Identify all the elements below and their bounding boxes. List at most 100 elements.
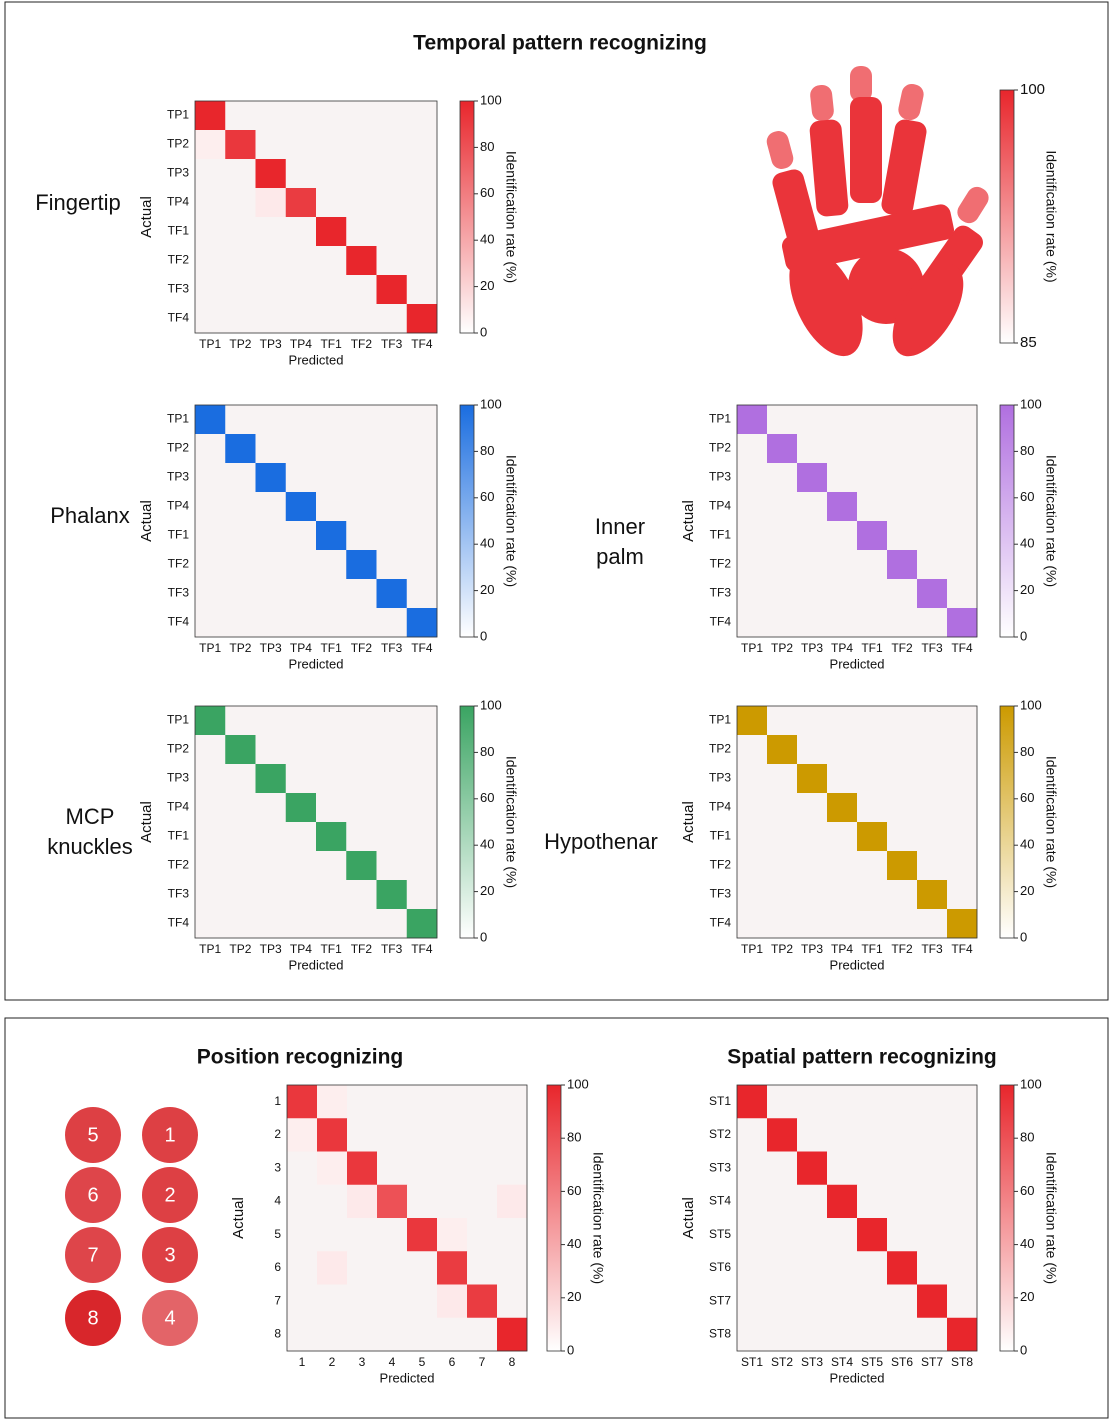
heatmap-cell [316, 550, 347, 579]
heatmap-cell [737, 851, 767, 880]
colorbar-tick-label: 20 [480, 582, 494, 597]
colorbar-tick-label: 60 [480, 790, 494, 805]
heatmap-cell [827, 1085, 857, 1119]
heatmap-cell [827, 550, 857, 579]
x-tick-label: TP3 [260, 942, 282, 956]
heatmap-cell [377, 434, 408, 463]
heatmap-cell [316, 880, 347, 909]
heatmap-cell [767, 492, 797, 521]
y-tick-label: TF3 [710, 586, 732, 600]
heatmap-cell [346, 217, 377, 246]
heatmap-cell [797, 909, 827, 938]
heatmap-cell [377, 159, 408, 188]
heatmap-cell [947, 909, 977, 938]
x-tick-label: TF2 [351, 641, 373, 655]
heatmap-cell [737, 405, 767, 434]
colorbar-label: Identification rate (%) [1043, 150, 1059, 282]
heatmap-cell [857, 521, 887, 550]
heatmap-cell [827, 463, 857, 492]
section-title: Spatial pattern recognizing [727, 1046, 997, 1069]
heatmap-cell [407, 550, 438, 579]
heatmap-cell [286, 188, 317, 217]
y-tick-label: TP2 [709, 742, 731, 756]
heatmap-cell [286, 735, 317, 764]
heatmap-cell [195, 909, 226, 938]
heatmap-cell [377, 188, 408, 217]
heatmap-cell [737, 1185, 767, 1219]
x-axis-label: Predicted [830, 656, 885, 671]
heatmap-cell [407, 101, 438, 130]
heatmap-cell [917, 1152, 947, 1186]
heatmap-cell [286, 579, 317, 608]
colorbar-tick-label: 20 [1020, 883, 1034, 898]
heatmap-cell [827, 880, 857, 909]
y-tick-label: TP4 [167, 800, 189, 814]
heatmap-cell [377, 764, 408, 793]
heatmap-cell [316, 405, 347, 434]
heatmap-cell [286, 159, 317, 188]
heatmap-cell [407, 434, 438, 463]
heatmap-cell [346, 101, 377, 130]
y-axis-label: Actual [680, 500, 697, 542]
heatmap-cell [195, 764, 226, 793]
heatmap-cell [947, 608, 977, 637]
heatmap-cell [767, 1318, 797, 1352]
position-dot-label: 1 [164, 1124, 175, 1146]
heatmap-cell [857, 909, 887, 938]
heatmap-cell [887, 1152, 917, 1186]
colorbar-tick-label: 100 [480, 92, 502, 107]
colorbar-tick-label: 60 [1020, 1183, 1034, 1198]
heatmap-cell [827, 492, 857, 521]
hand-region [850, 97, 882, 203]
heatmap-cell [377, 101, 408, 130]
heatmap-cell [377, 608, 408, 637]
heatmap-cell [377, 735, 408, 764]
y-tick-label: ST2 [709, 1127, 731, 1141]
heatmap-cell [767, 1085, 797, 1119]
heatmap-cell [407, 1085, 437, 1119]
heatmap-cell [316, 735, 347, 764]
heatmap-cell [407, 735, 438, 764]
heatmap-cell [287, 1152, 317, 1186]
colorbar-tick-label: 60 [1020, 790, 1034, 805]
heatmap-cell [887, 1318, 917, 1352]
heatmap-cell [286, 304, 317, 333]
panel-label: MCP knuckles [35, 802, 145, 862]
heatmap-cell [857, 1285, 887, 1319]
heatmap-cell [225, 880, 256, 909]
heatmap-cell [195, 275, 226, 304]
heatmap-cell [767, 909, 797, 938]
heatmap-cell [225, 793, 256, 822]
x-tick-label: TF3 [921, 942, 943, 956]
heatmap-cell [407, 579, 438, 608]
heatmap-cell [287, 1085, 317, 1119]
heatmap-cell [347, 1251, 377, 1285]
heatmap-cell [917, 1251, 947, 1285]
heatmap-cell [887, 851, 917, 880]
x-tick-label: ST8 [951, 1355, 973, 1369]
colorbar-tick-label: 0 [1020, 929, 1027, 944]
x-tick-label: 4 [389, 1355, 396, 1369]
y-tick-label: 4 [274, 1194, 281, 1208]
heatmap-cell [225, 706, 256, 735]
heatmap-cell [286, 550, 317, 579]
colorbar-tick-label: 80 [1020, 443, 1034, 458]
heatmap-cell [857, 405, 887, 434]
y-tick-label: TP4 [167, 499, 189, 513]
x-tick-label: TF3 [381, 942, 403, 956]
panel-label: Hypothenar [526, 827, 676, 857]
heatmap-cell [377, 880, 408, 909]
heatmap-cell [797, 405, 827, 434]
heatmap-cell [256, 909, 287, 938]
heatmap-cell [346, 793, 377, 822]
heatmap-cell [917, 735, 947, 764]
heatmap-cell [767, 1251, 797, 1285]
y-tick-label: ST1 [709, 1094, 731, 1108]
heatmap-cell [947, 434, 977, 463]
heatmap-cell [497, 1152, 527, 1186]
heatmap-cell [497, 1118, 527, 1152]
heatmap-cell [195, 434, 226, 463]
heatmap-cell [377, 463, 408, 492]
x-tick-label: ST6 [891, 1355, 913, 1369]
heatmap-cell [195, 405, 226, 434]
